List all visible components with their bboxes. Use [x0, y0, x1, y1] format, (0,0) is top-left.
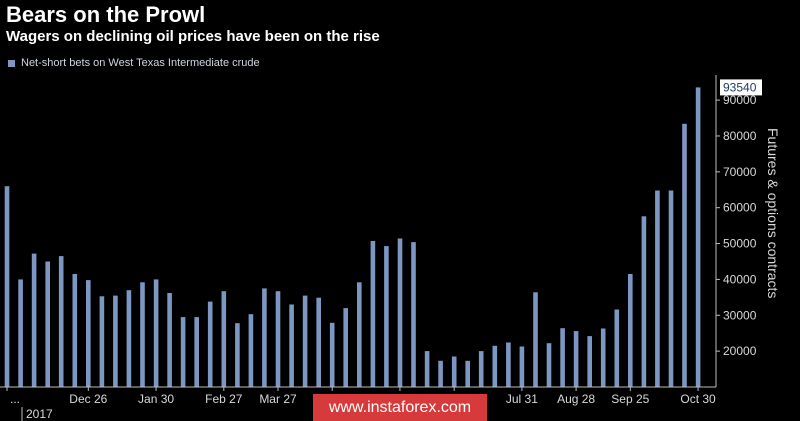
x-tick-label: Mar 27: [259, 392, 297, 406]
legend-label: Net-short bets on West Texas Intermediat…: [21, 57, 260, 69]
bar: [397, 238, 403, 387]
bar: [628, 274, 633, 387]
bar: [235, 323, 240, 387]
y-tick-label: 60000: [723, 201, 757, 215]
bar: [207, 301, 213, 387]
bar: [411, 242, 416, 387]
x-tick-label: ...: [10, 392, 20, 406]
year-label: 2017: [26, 407, 53, 421]
bar: [86, 280, 91, 387]
bars-group: [4, 87, 701, 388]
y-tick-label: 40000: [723, 272, 757, 286]
bar: [180, 317, 186, 387]
bar: [600, 328, 606, 387]
y-tick-label: 70000: [723, 165, 757, 179]
bar: [126, 290, 132, 387]
bar: [546, 343, 552, 387]
bar: [695, 87, 701, 388]
bar: [72, 274, 78, 387]
axes-group: [0, 75, 717, 388]
bar: [492, 345, 498, 387]
bar: [18, 279, 23, 387]
bar: [167, 293, 172, 387]
y-tick-label: 30000: [723, 308, 757, 322]
y-tick-label: 90000: [723, 93, 757, 107]
bar: [587, 336, 592, 387]
bar: [329, 322, 335, 387]
x-tick-label: Dec 26: [69, 392, 107, 406]
legend-swatch: [8, 59, 15, 67]
bar: [506, 342, 511, 387]
bar: [519, 346, 525, 387]
watermark: www.instaforex.com: [313, 394, 487, 421]
y-tick-label: 80000: [723, 129, 757, 143]
x-tick-label: Aug 28: [557, 392, 595, 406]
bar: [465, 360, 470, 387]
bar: [614, 309, 620, 387]
bar: [478, 351, 484, 387]
bar: [533, 292, 538, 387]
chart-subtitle: Wagers on declining oil prices have been…: [6, 28, 380, 45]
bar: [316, 297, 321, 387]
bar: [682, 123, 687, 388]
chart-legend: Net-short bets on West Texas Intermediat…: [8, 57, 260, 69]
bar: [4, 186, 10, 387]
x-tick-label: Jan 30: [138, 392, 174, 406]
bar: [424, 351, 430, 387]
bar: [668, 190, 674, 387]
y-tick-label: 50000: [723, 237, 757, 251]
x-tick-label: Sep 25: [611, 392, 649, 406]
last-value-label: 93540: [723, 80, 757, 94]
bar: [99, 296, 105, 387]
bar: [573, 331, 579, 387]
x-tick-label: Jul 31: [506, 392, 538, 406]
y-tick-label: 20000: [723, 344, 757, 358]
bar: [370, 241, 376, 387]
bar: [221, 291, 227, 387]
bar: [302, 295, 308, 387]
bar: [451, 356, 457, 387]
bar: [153, 279, 159, 387]
bar: [275, 291, 281, 387]
chart-title: Bears on the Prowl: [6, 2, 206, 27]
bar: [384, 246, 389, 387]
bar: [194, 317, 199, 387]
bar: [31, 253, 37, 387]
y-ticks-group: 20000 30000 40000 50000 60000 70000 80000 90000…: [716, 79, 762, 358]
bar: [248, 314, 254, 387]
bar: [113, 295, 118, 387]
bar: [289, 304, 294, 387]
bar: [262, 288, 267, 387]
bar: [58, 256, 64, 387]
bar: [45, 261, 50, 387]
bar: [641, 216, 647, 387]
bar: [140, 282, 145, 387]
bar: [655, 190, 660, 387]
y-axis-label: Futures & options contracts: [765, 128, 781, 298]
x-tick-label: Feb 27: [205, 392, 243, 406]
bar: [343, 308, 348, 387]
last-value-box: [720, 79, 762, 96]
bar: [438, 360, 443, 387]
x-tick-label: Oct 30: [680, 392, 716, 406]
bar: [560, 328, 565, 387]
bar: [357, 282, 362, 387]
